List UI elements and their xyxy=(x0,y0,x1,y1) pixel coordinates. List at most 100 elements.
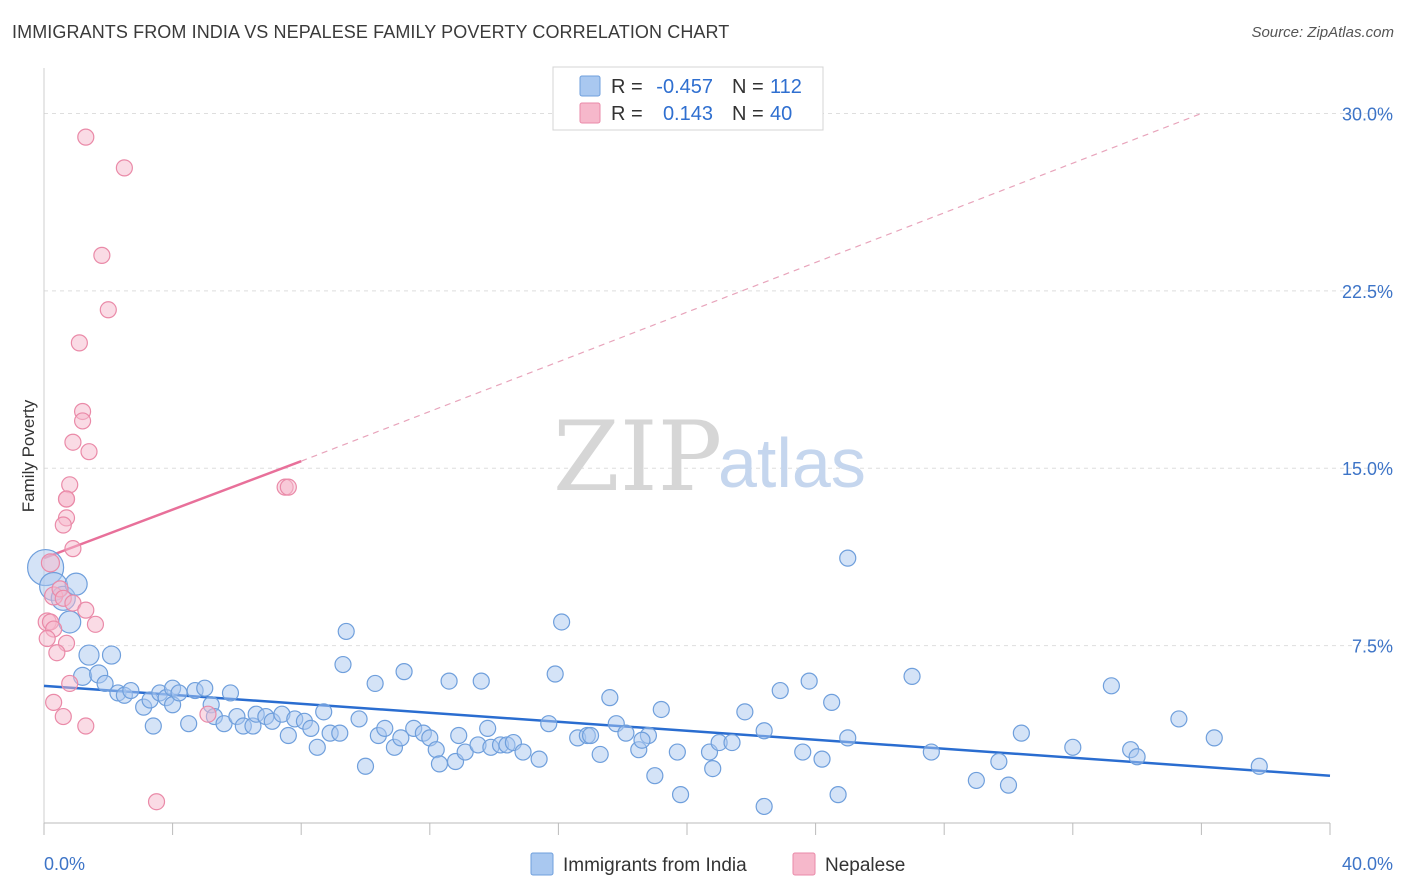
legend-n-value-1: 112 xyxy=(770,76,802,98)
trend-line-nepalese-extension xyxy=(300,112,1202,462)
trend-line-nepalese xyxy=(43,459,302,560)
tick-labels: 7.5% 15.0% 22.5% 30.0% 0.0% 40.0% xyxy=(44,104,1393,874)
india-point xyxy=(479,719,497,737)
india-point xyxy=(1170,710,1188,728)
india-point xyxy=(553,613,571,631)
india-point xyxy=(279,726,297,745)
india-point xyxy=(1102,677,1120,695)
y-axis-title: Family Poverty xyxy=(19,399,38,512)
grid-lines xyxy=(44,112,1395,647)
india-point xyxy=(736,703,754,721)
data-points xyxy=(27,128,1268,816)
source-credit: Source: ZipAtlas.com xyxy=(1251,24,1394,41)
nepalese-point xyxy=(64,540,82,558)
india-point xyxy=(356,757,375,775)
india-point xyxy=(1128,748,1146,766)
india-point xyxy=(839,729,857,747)
trend-lines xyxy=(43,112,1331,777)
legend-swatch-nepalese xyxy=(792,852,816,876)
india-point xyxy=(1064,738,1082,756)
india-point xyxy=(967,771,985,790)
x-tick-label-0: 0.0% xyxy=(44,854,85,874)
india-point xyxy=(395,663,413,681)
nepalese-point xyxy=(99,301,117,319)
india-point xyxy=(392,729,410,747)
india-point xyxy=(215,715,233,733)
india-point xyxy=(668,743,686,761)
legend-label-nepalese: Nepalese xyxy=(825,855,905,876)
legend-swatch-pink xyxy=(579,102,601,124)
nepalese-point xyxy=(77,128,95,146)
india-point xyxy=(530,750,548,768)
india-point xyxy=(334,655,352,674)
y-tick-label-3: 30.0% xyxy=(1342,104,1393,124)
nepalese-point xyxy=(77,601,95,619)
india-point xyxy=(671,786,690,804)
legend-r-value-1: -0.457 xyxy=(656,76,713,98)
watermark: ZIP atlas xyxy=(553,401,866,513)
legend-r-label-2: R = xyxy=(611,103,643,125)
india-point xyxy=(337,622,355,641)
india-point xyxy=(196,679,214,697)
india-point xyxy=(999,776,1018,794)
india-point xyxy=(546,665,564,683)
nepalese-point xyxy=(40,553,61,573)
india-point xyxy=(823,693,841,711)
legend-n-value-2: 40 xyxy=(770,103,792,125)
india-point xyxy=(704,760,722,778)
india-point xyxy=(755,722,773,740)
india-point xyxy=(366,674,384,693)
india-point xyxy=(170,684,188,702)
nepalese-point xyxy=(61,674,79,693)
india-point xyxy=(427,741,445,759)
india-point xyxy=(591,745,609,764)
india-point xyxy=(101,645,122,665)
india-point xyxy=(308,738,326,756)
india-point xyxy=(617,724,635,742)
nepalese-point xyxy=(115,159,133,177)
india-point xyxy=(430,755,449,773)
trend-line-india xyxy=(43,684,1331,777)
india-point xyxy=(144,717,162,735)
legend-label-india: Immigrants from India xyxy=(563,855,747,876)
india-point xyxy=(771,681,789,700)
india-point xyxy=(723,733,741,752)
nepalese-point xyxy=(48,644,66,662)
legend-swatch-blue xyxy=(579,75,601,97)
nepalese-point xyxy=(147,793,166,811)
india-point xyxy=(221,684,240,702)
india-point xyxy=(1205,729,1223,747)
legend-n-label-2: N = xyxy=(732,103,764,125)
nepalese-point xyxy=(38,629,56,648)
india-point xyxy=(1250,757,1268,775)
watermark-zip: ZIP xyxy=(553,401,722,513)
series-legend: Immigrants from India Nepalese xyxy=(530,852,905,876)
y-tick-label-1: 15.0% xyxy=(1342,459,1393,479)
india-point xyxy=(456,743,474,761)
india-point xyxy=(376,719,394,737)
nepalese-point xyxy=(80,443,98,461)
india-point xyxy=(794,743,812,761)
nepalese-point xyxy=(57,490,76,508)
chart-title: IMMIGRANTS FROM INDIA VS NEPALESE FAMILY… xyxy=(12,22,730,42)
india-point xyxy=(122,681,140,700)
nepalese-point xyxy=(54,516,72,534)
india-point xyxy=(646,767,664,785)
nepalese-point xyxy=(86,615,105,633)
india-point xyxy=(440,672,458,690)
india-point xyxy=(331,724,349,742)
india-point xyxy=(315,703,333,721)
nepalese-point xyxy=(77,717,95,735)
india-point xyxy=(829,786,847,804)
india-point xyxy=(755,797,773,816)
nepalese-point xyxy=(61,476,79,494)
nepalese-point xyxy=(64,594,82,612)
nepalese-point xyxy=(54,707,72,726)
nepalese-point xyxy=(64,433,82,451)
nepalese-point xyxy=(70,334,88,352)
india-point xyxy=(990,752,1008,771)
india-point xyxy=(839,549,857,567)
india-point xyxy=(813,750,831,768)
y-tick-label-2: 22.5% xyxy=(1342,282,1393,302)
